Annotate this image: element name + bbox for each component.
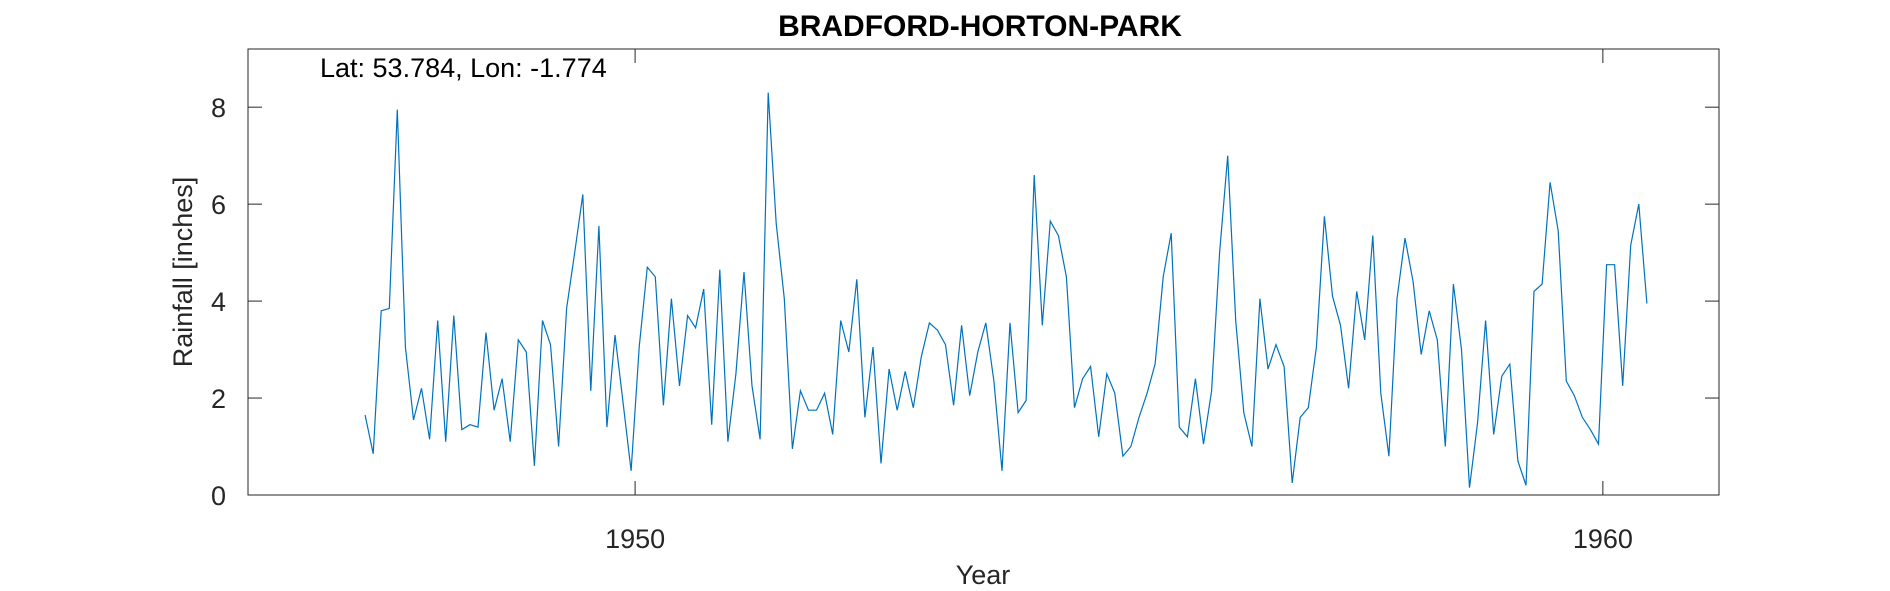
axis-tick-labels: 0 2 4 6 8 1950 1960 [211, 93, 1633, 554]
station-coordinates-annotation: Lat: 53.784, Lon: -1.774 [320, 53, 607, 83]
y-axis-label: Rainfall [inches] [168, 177, 198, 368]
y-tick-label: 0 [211, 481, 226, 511]
plot-frame [247, 48, 1720, 496]
y-tick-label: 6 [211, 190, 226, 220]
x-tick-label: 1950 [605, 524, 665, 554]
axis-ticks [248, 49, 1719, 496]
chart-title: BRADFORD-HORTON-PARK [778, 10, 1182, 43]
x-axis-label: Year [956, 560, 1011, 590]
y-tick-label: 8 [211, 93, 226, 123]
rainfall-series-line [364, 92, 1648, 488]
x-tick-label: 1960 [1573, 524, 1633, 554]
y-tick-label: 4 [211, 287, 226, 317]
y-tick-label: 2 [211, 384, 226, 414]
